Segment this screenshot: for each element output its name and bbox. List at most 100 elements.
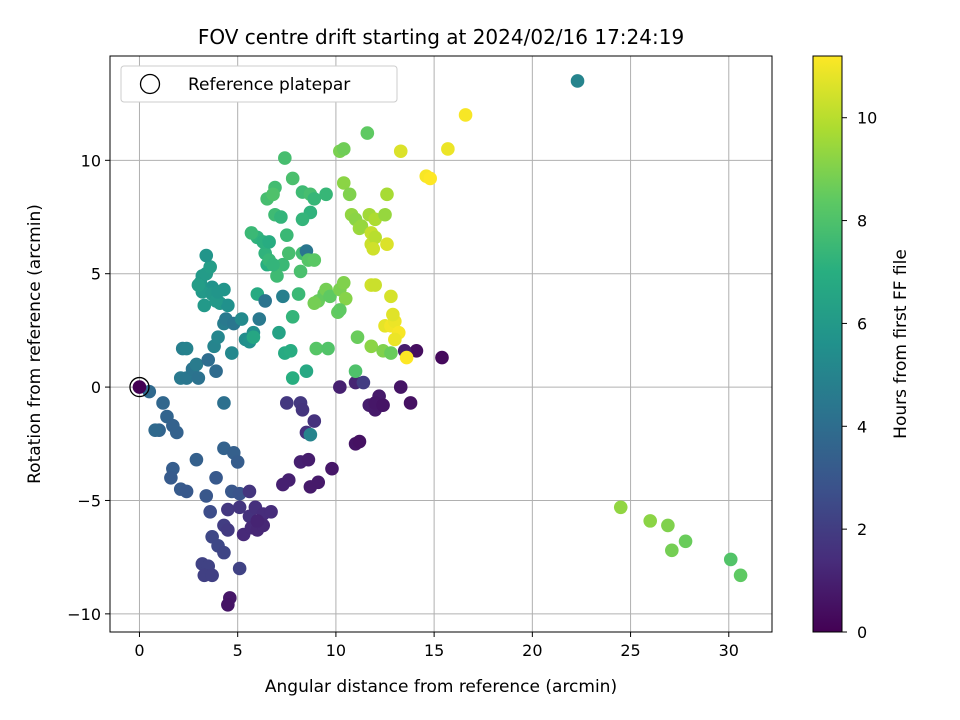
data-point bbox=[356, 375, 371, 390]
y-tick-label: 10 bbox=[81, 151, 101, 170]
data-point bbox=[319, 187, 333, 202]
data-point bbox=[380, 187, 394, 202]
data-point bbox=[199, 489, 214, 503]
data-point bbox=[364, 339, 379, 354]
data-point bbox=[278, 151, 292, 165]
x-tick-label: 30 bbox=[719, 641, 739, 660]
colorbar-tick-label: 6 bbox=[857, 314, 867, 333]
data-point bbox=[293, 264, 308, 279]
data-point bbox=[333, 380, 347, 394]
data-point bbox=[348, 364, 363, 379]
colorbar-tick-label: 8 bbox=[857, 212, 867, 231]
data-point bbox=[252, 312, 267, 326]
y-axis-ticks: −10 −5 0 5 10 bbox=[67, 151, 110, 624]
data-point bbox=[217, 396, 231, 410]
data-point bbox=[201, 353, 216, 367]
data-point bbox=[399, 350, 414, 365]
legend: Reference platepar bbox=[120, 65, 398, 103]
data-point bbox=[378, 207, 392, 222]
data-point bbox=[309, 341, 324, 356]
data-point bbox=[232, 500, 247, 515]
data-point bbox=[266, 187, 280, 202]
data-point bbox=[211, 330, 225, 344]
x-tick-label: 15 bbox=[424, 641, 444, 660]
reference-point-fill bbox=[132, 380, 147, 394]
x-tick-label: 10 bbox=[326, 641, 346, 660]
data-point bbox=[179, 484, 194, 499]
y-tick-label: −5 bbox=[77, 491, 101, 510]
chart-title: FOV centre drift starting at 2024/02/16 … bbox=[198, 25, 684, 49]
y-axis-label: Rotation from reference (arcmin) bbox=[25, 204, 45, 484]
data-point bbox=[333, 303, 347, 317]
data-point bbox=[393, 144, 408, 159]
data-point bbox=[643, 514, 658, 528]
x-tick-label: 25 bbox=[620, 641, 640, 660]
data-point bbox=[258, 294, 272, 308]
data-point bbox=[148, 423, 162, 437]
colorbar-tick-label: 10 bbox=[857, 109, 877, 128]
data-point bbox=[285, 371, 300, 385]
data-point bbox=[303, 427, 318, 442]
data-point bbox=[221, 523, 235, 537]
data-point bbox=[368, 230, 382, 245]
data-point bbox=[211, 285, 225, 299]
data-point bbox=[665, 543, 679, 558]
colorbar: 0 2 4 6 8 10 Hours from first FF file bbox=[812, 55, 911, 642]
data-point bbox=[285, 171, 300, 186]
data-point bbox=[242, 484, 257, 499]
colorbar-tick-label: 0 bbox=[857, 623, 867, 642]
data-point bbox=[191, 278, 206, 292]
legend-reference-marker bbox=[139, 73, 161, 95]
data-point bbox=[191, 371, 206, 385]
data-point bbox=[276, 257, 290, 272]
x-axis-ticks: 0 5 10 15 20 25 30 bbox=[134, 632, 739, 660]
data-point bbox=[342, 187, 357, 202]
data-point bbox=[376, 398, 390, 413]
data-point bbox=[266, 257, 280, 272]
data-point bbox=[179, 341, 194, 356]
y-tick-label: −10 bbox=[67, 605, 101, 624]
colorbar-label: Hours from first FF file bbox=[891, 249, 911, 439]
data-point bbox=[281, 246, 296, 261]
data-point bbox=[733, 568, 748, 583]
data-point bbox=[613, 500, 628, 515]
x-axis-label: Angular distance from reference (arcmin) bbox=[265, 677, 617, 697]
data-point bbox=[262, 235, 276, 249]
data-point bbox=[221, 298, 235, 313]
data-point bbox=[279, 396, 294, 410]
data-point bbox=[441, 142, 455, 156]
data-point bbox=[386, 307, 400, 322]
data-point bbox=[384, 289, 398, 304]
data-point bbox=[221, 502, 235, 517]
data-point bbox=[279, 228, 294, 242]
x-tick-label: 5 bbox=[233, 641, 243, 660]
data-point bbox=[276, 289, 290, 304]
plot-frame bbox=[109, 55, 773, 633]
data-point bbox=[325, 461, 339, 476]
data-point bbox=[205, 568, 219, 583]
data-point bbox=[307, 414, 322, 428]
data-point bbox=[360, 126, 375, 140]
data-point bbox=[366, 241, 381, 256]
data-point bbox=[388, 332, 402, 347]
colorbar-ticks: 0 2 4 6 8 10 bbox=[842, 109, 877, 642]
data-point bbox=[380, 237, 394, 252]
data-point bbox=[270, 269, 284, 283]
data-point bbox=[307, 253, 322, 267]
data-point bbox=[232, 561, 247, 576]
data-point bbox=[250, 514, 265, 528]
colorbar-tick-label: 2 bbox=[857, 520, 867, 539]
data-point bbox=[307, 192, 322, 206]
data-point bbox=[336, 142, 351, 156]
data-point bbox=[189, 357, 204, 372]
data-point bbox=[323, 289, 337, 304]
data-point bbox=[384, 346, 398, 360]
data-point bbox=[272, 325, 286, 340]
data-point bbox=[354, 219, 369, 233]
data-point bbox=[678, 534, 693, 549]
data-point bbox=[393, 380, 408, 394]
data-point bbox=[409, 344, 424, 358]
data-point bbox=[458, 108, 473, 122]
